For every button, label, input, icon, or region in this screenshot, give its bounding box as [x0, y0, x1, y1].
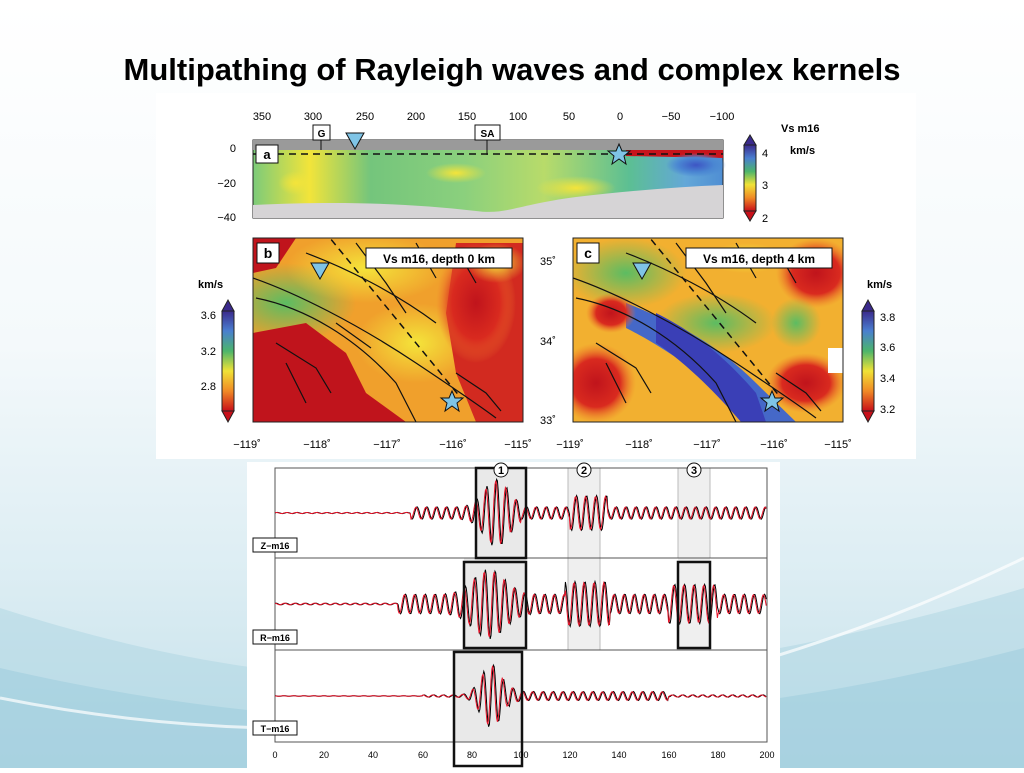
- axis-time-tick: 200: [759, 750, 774, 760]
- panel-c-caption: Vs m16, depth 4 km: [703, 252, 815, 266]
- marker-sa: SA: [481, 129, 495, 140]
- axis-time-tick: 160: [661, 750, 676, 760]
- waveform-traces: [274, 477, 767, 727]
- axis-c-lon-tick: −119˚: [556, 439, 584, 451]
- axis-c-lon-tick: −118˚: [625, 439, 653, 451]
- station-triangle-icon: [345, 132, 365, 151]
- window-box: [676, 560, 712, 650]
- colorbar-a-tick: 4: [762, 148, 768, 160]
- axis-a-x-tick: 0: [617, 111, 623, 123]
- panel-b-map: b Vs m16, depth 0 km km/s 3.6 3.2 2.8 −1…: [198, 237, 532, 451]
- window-box: [462, 560, 528, 650]
- station-triangle-icon: [632, 262, 652, 281]
- colorbar-c: [861, 310, 875, 412]
- trace-label-t: T−m16: [261, 724, 290, 734]
- event-star-icon: [759, 389, 785, 413]
- waveform-figure: 1 2 3 Z−m16 R−m16 T−m16 0 20 40 60 80 10…: [247, 462, 780, 768]
- colorbar-b-unit: km/s: [198, 279, 223, 291]
- axis-time-tick: 120: [562, 750, 577, 760]
- panel-a-label: a: [263, 147, 271, 162]
- axis-a-x-tick: 200: [407, 111, 425, 123]
- axis-time-tick: 40: [368, 750, 378, 760]
- axis-b-lon-tick: −116˚: [439, 439, 467, 451]
- axis-a-x-tick: 250: [356, 111, 374, 123]
- axis-a-y-tick: −20: [217, 178, 236, 190]
- colorbar-b: [221, 310, 235, 412]
- colorbar-a-title: Vs m16: [781, 123, 820, 135]
- axis-a-x-tick: 350: [253, 111, 271, 123]
- trace-label-z: Z−m16: [261, 541, 290, 551]
- axis-time-tick: 20: [319, 750, 329, 760]
- axis-a-x-tick: 50: [563, 111, 575, 123]
- axis-time-tick: 180: [710, 750, 725, 760]
- panel-c-map: c Vs m16, depth 4 km km/s 3.8 3.6 3.4 3.…: [556, 237, 895, 451]
- axis-c-lon-tick: −117˚: [693, 439, 721, 451]
- trace-label-r: R−m16: [260, 633, 290, 643]
- synthetic-trace: [274, 665, 767, 725]
- axis-b-lon-tick: −118˚: [303, 439, 331, 451]
- window-label: 2: [581, 465, 587, 477]
- axis-c-lon-tick: −116˚: [760, 439, 788, 451]
- window-label: 1: [498, 465, 504, 477]
- axis-c-lon-tick: −115˚: [824, 439, 852, 451]
- axis-a-x-tick: 100: [509, 111, 527, 123]
- colorbar-b-tick: 3.2: [201, 346, 216, 358]
- axis-b-lon-tick: −119˚: [233, 439, 261, 451]
- colorbar-a-tick: 3: [762, 180, 768, 192]
- axis-lat-tick: 33˚: [540, 415, 556, 427]
- axis-time-tick: 60: [418, 750, 428, 760]
- axis-a-x-tick: 300: [304, 111, 322, 123]
- synthetic-trace: [274, 480, 767, 544]
- axis-a-y-tick: −40: [217, 212, 236, 224]
- axis-time-tick: 80: [467, 750, 477, 760]
- axis-time-tick: 0: [272, 750, 277, 760]
- axis-lat-tick: 34˚: [540, 336, 556, 348]
- colorbar-b-tick: 2.8: [201, 381, 216, 393]
- axis-time-tick: 140: [611, 750, 626, 760]
- marker-g: G: [318, 129, 326, 140]
- colorbar-c-tick: 3.8: [880, 312, 895, 324]
- axis-time-tick: 100: [513, 750, 528, 760]
- synthetic-trace: [274, 571, 767, 638]
- event-star-icon: [439, 389, 465, 413]
- panel-b-label: b: [264, 245, 273, 261]
- colorbar-a-unit: km/s: [790, 145, 815, 157]
- slide-title: Multipathing of Rayleigh waves and compl…: [123, 52, 901, 87]
- panel-c-label: c: [584, 245, 592, 261]
- window-label: 3: [691, 465, 697, 477]
- window-box: [452, 650, 524, 768]
- axis-a-x-tick: −50: [662, 111, 681, 123]
- axis-a-x-tick: −100: [710, 111, 735, 123]
- axis-lat-tick: 35˚: [540, 256, 556, 268]
- colorbar-c-tick: 3.4: [880, 373, 895, 385]
- axis-a-y-tick: 0: [230, 143, 236, 155]
- panel-a-cross-section: a G SA 350 300 250 200 150 100 50 0 −50 …: [217, 111, 819, 225]
- colorbar-a: [743, 144, 757, 212]
- panel-b-caption: Vs m16, depth 0 km: [383, 252, 495, 266]
- colorbar-c-unit: km/s: [867, 279, 892, 291]
- velocity-model-figure: a G SA 350 300 250 200 150 100 50 0 −50 …: [156, 93, 916, 459]
- colorbar-c-tick: 3.6: [880, 342, 895, 354]
- colorbar-b-tick: 3.6: [201, 310, 216, 322]
- axis-a-x-tick: 150: [458, 111, 476, 123]
- colorbar-a-tick: 2: [762, 213, 768, 225]
- axis-b-lon-tick: −117˚: [373, 439, 401, 451]
- station-triangle-icon: [310, 262, 330, 281]
- event-star-icon: [606, 142, 632, 166]
- colorbar-c-tick: 3.2: [880, 404, 895, 416]
- axis-b-lon-tick: −115˚: [504, 439, 532, 451]
